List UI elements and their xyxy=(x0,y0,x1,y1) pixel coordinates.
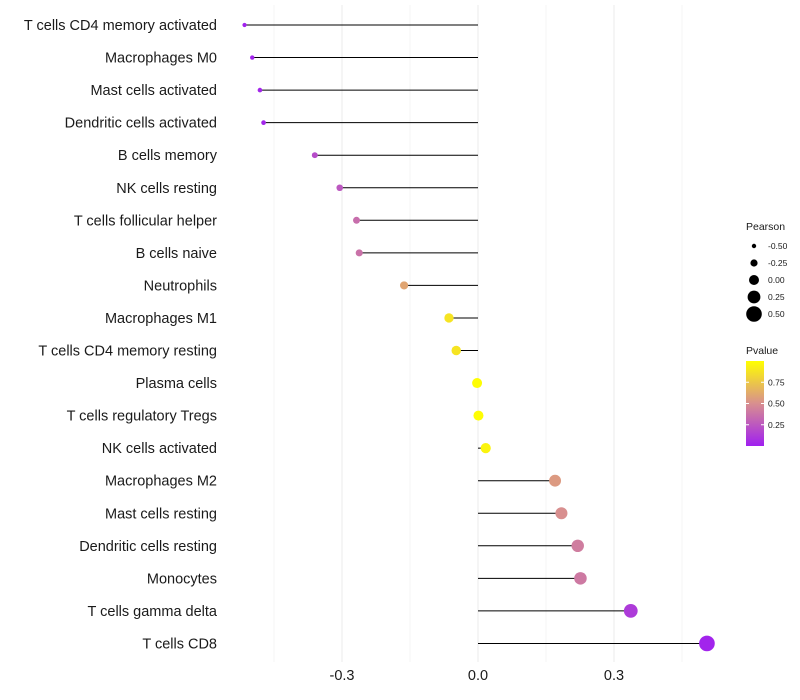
category-label: Macrophages M1 xyxy=(105,311,217,327)
category-label: B cells memory xyxy=(118,148,218,164)
category-label: Macrophages M2 xyxy=(105,474,217,490)
size-legend-title: Pearson xyxy=(746,221,785,233)
category-label: T cells CD8 xyxy=(142,636,217,652)
data-point xyxy=(549,474,562,487)
category-label: Mast cells resting xyxy=(105,506,217,522)
data-point xyxy=(311,152,318,159)
size-legend-key xyxy=(746,306,762,322)
x-tick-label: 0.3 xyxy=(604,668,624,684)
data-point xyxy=(699,635,715,652)
size-legend-label: -0.25 xyxy=(768,258,788,268)
data-point xyxy=(336,184,344,192)
color-legend-label: 0.75 xyxy=(768,377,785,387)
size-legend-label: 0.50 xyxy=(768,309,785,319)
category-label: Plasma cells xyxy=(136,376,217,392)
data-point xyxy=(451,345,461,356)
color-legend-title: Pvalue xyxy=(746,345,778,357)
color-legend-label: 0.25 xyxy=(768,420,785,430)
x-tick-label: 0.0 xyxy=(468,668,488,684)
size-legend-key xyxy=(751,243,757,249)
size-legend-label: 0.00 xyxy=(768,275,785,285)
legend: Pearson -0.50 -0.25 0.00 0.25 0.50 Pvalue 0.… xyxy=(746,221,788,446)
category-label: T cells regulatory Tregs xyxy=(67,409,217,425)
grid-layer xyxy=(273,5,683,662)
stems-layer xyxy=(244,24,707,644)
data-point xyxy=(623,604,638,618)
category-label: T cells CD4 memory activated xyxy=(24,18,217,34)
size-legend-key xyxy=(747,290,761,304)
x-tick-label: -0.3 xyxy=(330,668,355,684)
size-legend-label: 0.25 xyxy=(768,292,785,302)
data-point xyxy=(261,120,266,126)
size-legend-label: -0.50 xyxy=(768,241,788,251)
data-point xyxy=(400,281,409,290)
category-label: T cells follicular helper xyxy=(74,213,217,229)
category-label: Neutrophils xyxy=(144,278,217,294)
data-point xyxy=(574,572,587,585)
category-label: Mast cells activated xyxy=(90,83,217,99)
data-point xyxy=(571,539,584,553)
size-legend-key xyxy=(750,259,758,267)
category-label: Dendritic cells activated xyxy=(65,116,217,132)
category-label: NK cells activated xyxy=(102,441,217,457)
data-point xyxy=(355,249,363,257)
data-point xyxy=(257,87,263,93)
category-label: Macrophages M0 xyxy=(105,51,217,67)
pvalue-colorbar xyxy=(746,361,764,446)
category-label: B cells naive xyxy=(136,246,217,262)
data-point xyxy=(353,216,361,224)
data-point xyxy=(555,507,568,520)
size-legend-items: -0.50 -0.25 0.00 0.25 0.50 xyxy=(746,241,788,322)
category-label: NK cells resting xyxy=(116,181,217,197)
x-axis-tick-labels: -0.3 0.0 0.3 xyxy=(330,668,625,684)
data-point xyxy=(242,22,247,28)
category-label: Monocytes xyxy=(147,571,217,587)
category-label: T cells gamma delta xyxy=(88,604,218,620)
y-axis-labels: T cells CD4 memory activated Macrophages … xyxy=(24,18,218,652)
data-point xyxy=(472,378,483,389)
category-label: T cells CD4 memory resting xyxy=(38,344,217,360)
size-legend-key xyxy=(749,275,759,285)
data-point xyxy=(480,443,491,454)
data-point xyxy=(444,313,454,323)
category-label: Dendritic cells resting xyxy=(79,539,217,555)
color-legend-items: 0.25 0.50 0.75 xyxy=(746,377,785,430)
points-layer xyxy=(242,22,715,652)
data-point xyxy=(250,55,255,60)
color-legend-label: 0.50 xyxy=(768,399,785,409)
data-point xyxy=(473,410,484,421)
